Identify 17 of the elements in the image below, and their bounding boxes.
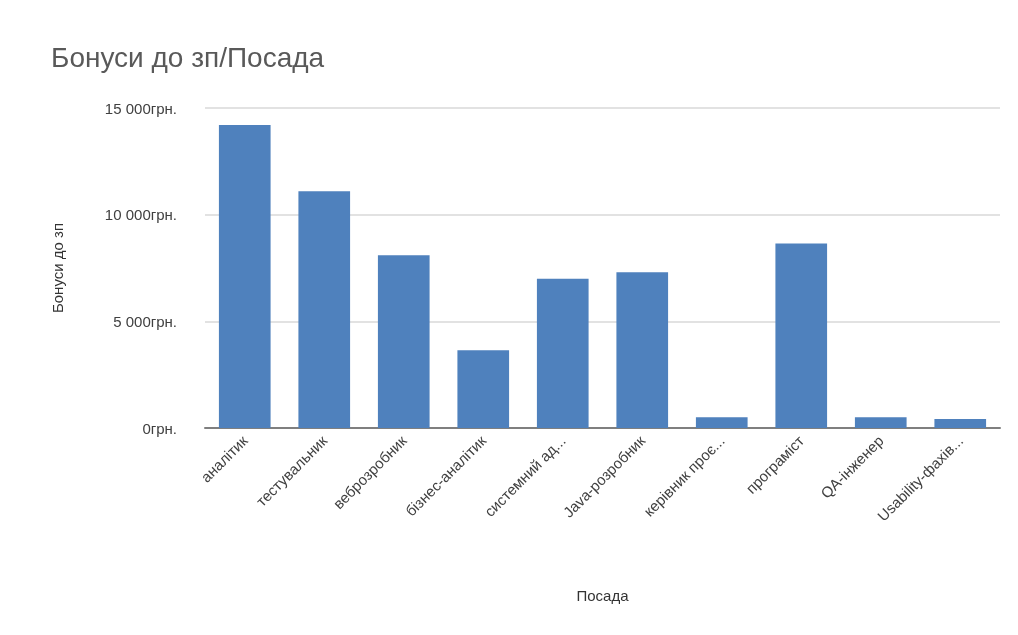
bar [377,255,430,428]
y-tick-label: 5 000грн. [113,312,177,330]
bar [298,191,351,428]
chart-title: Бонуси до зп/Посада [51,41,325,73]
bar [854,417,907,428]
bar [218,125,271,428]
bar [695,417,748,428]
bar [536,278,589,428]
bar [934,419,987,428]
y-axis-title: Бонуси до зп [49,222,66,314]
bar [616,272,669,428]
x-axis-title: Посада [576,587,630,604]
bar [775,243,828,428]
y-tick-label: 0грн. [142,419,177,437]
bar [457,350,510,428]
y-tick-label: 15 000грн. [104,99,177,117]
y-tick-label: 10 000грн. [104,206,177,224]
